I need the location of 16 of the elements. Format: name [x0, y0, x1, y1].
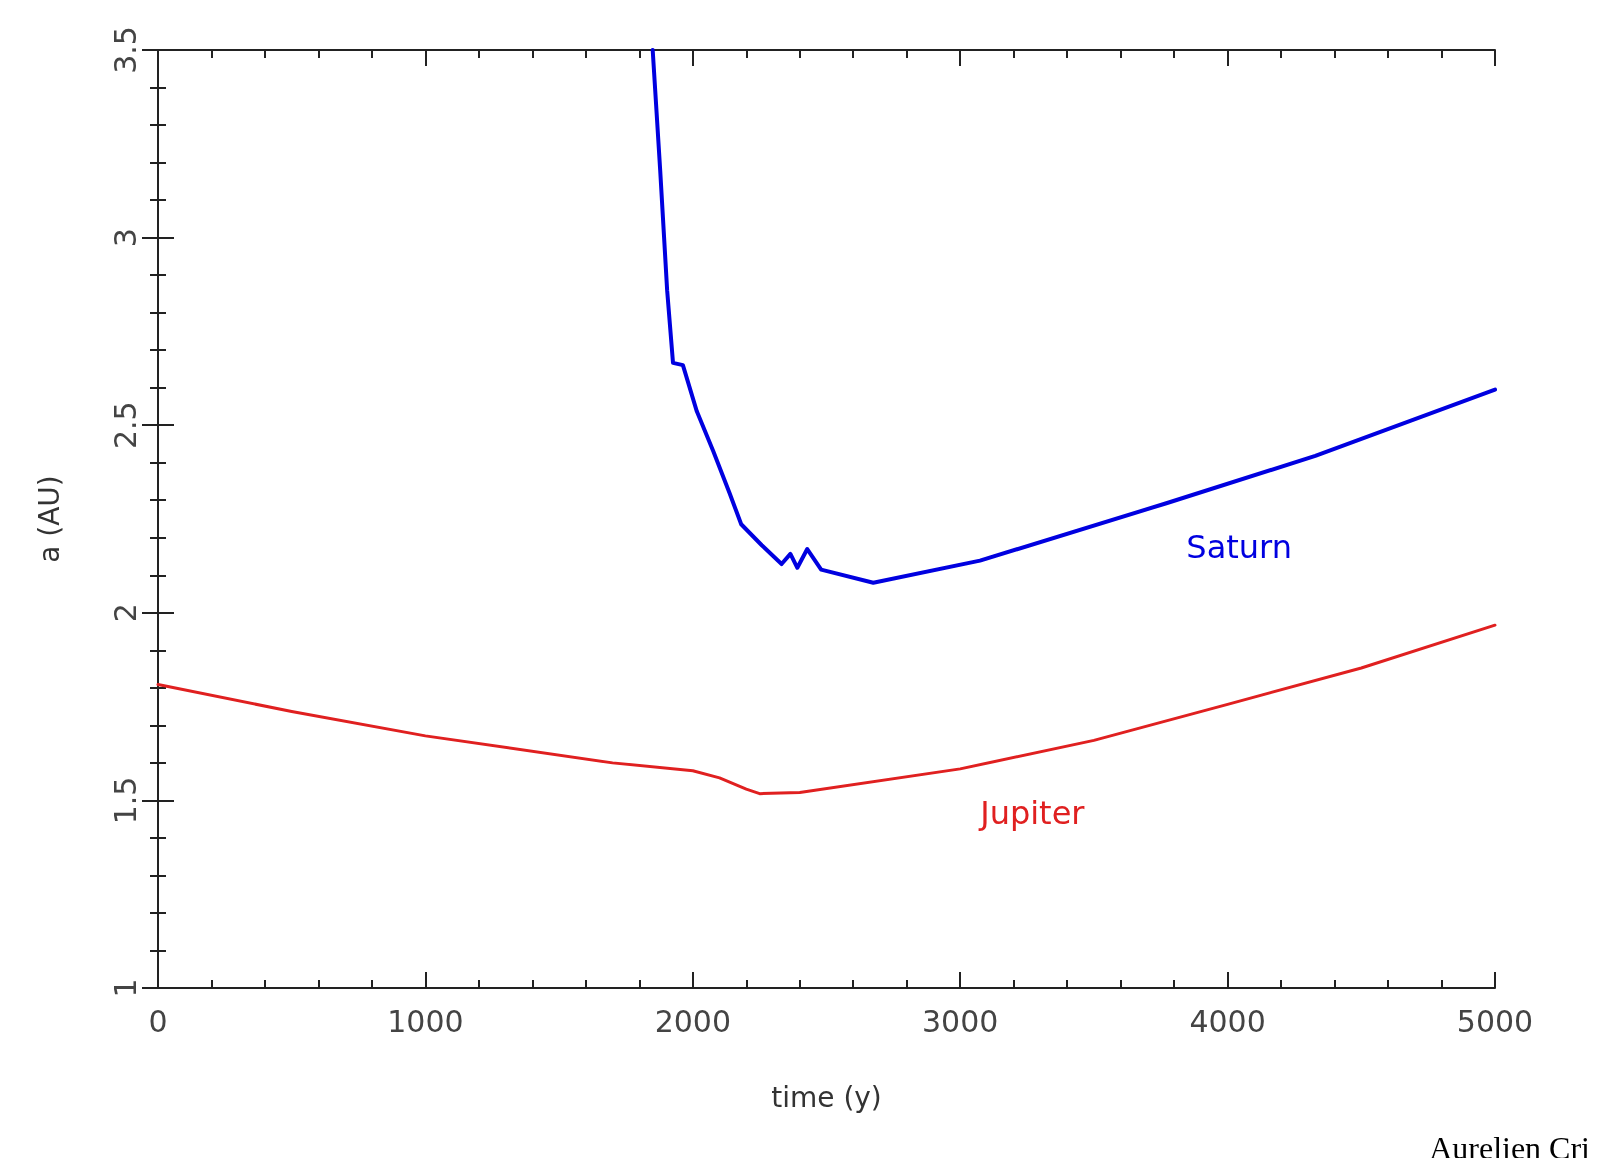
x-axis-title: time (y): [771, 1080, 882, 1114]
y-tick-label: 1: [107, 978, 143, 998]
y-axis-title: a (AU): [32, 475, 66, 563]
series-label: Jupiter: [978, 793, 1086, 832]
series-label: Saturn: [1186, 528, 1292, 567]
x-tick-label: 3000: [922, 1003, 999, 1039]
y-tick-label: 1.5: [107, 776, 143, 825]
x-tick-label: 0: [148, 1003, 168, 1039]
y-tick-label: 2: [107, 603, 143, 623]
x-tick-label: 4000: [1189, 1003, 1266, 1039]
x-tick-label: 5000: [1456, 1003, 1534, 1039]
y-tick-label: 3: [107, 228, 143, 248]
y-tick-label: 3.5: [107, 26, 143, 74]
y-tick-label: 2.5: [107, 401, 143, 450]
x-tick-label: 2000: [654, 1003, 731, 1039]
x-tick-label: 1000: [387, 1003, 464, 1039]
